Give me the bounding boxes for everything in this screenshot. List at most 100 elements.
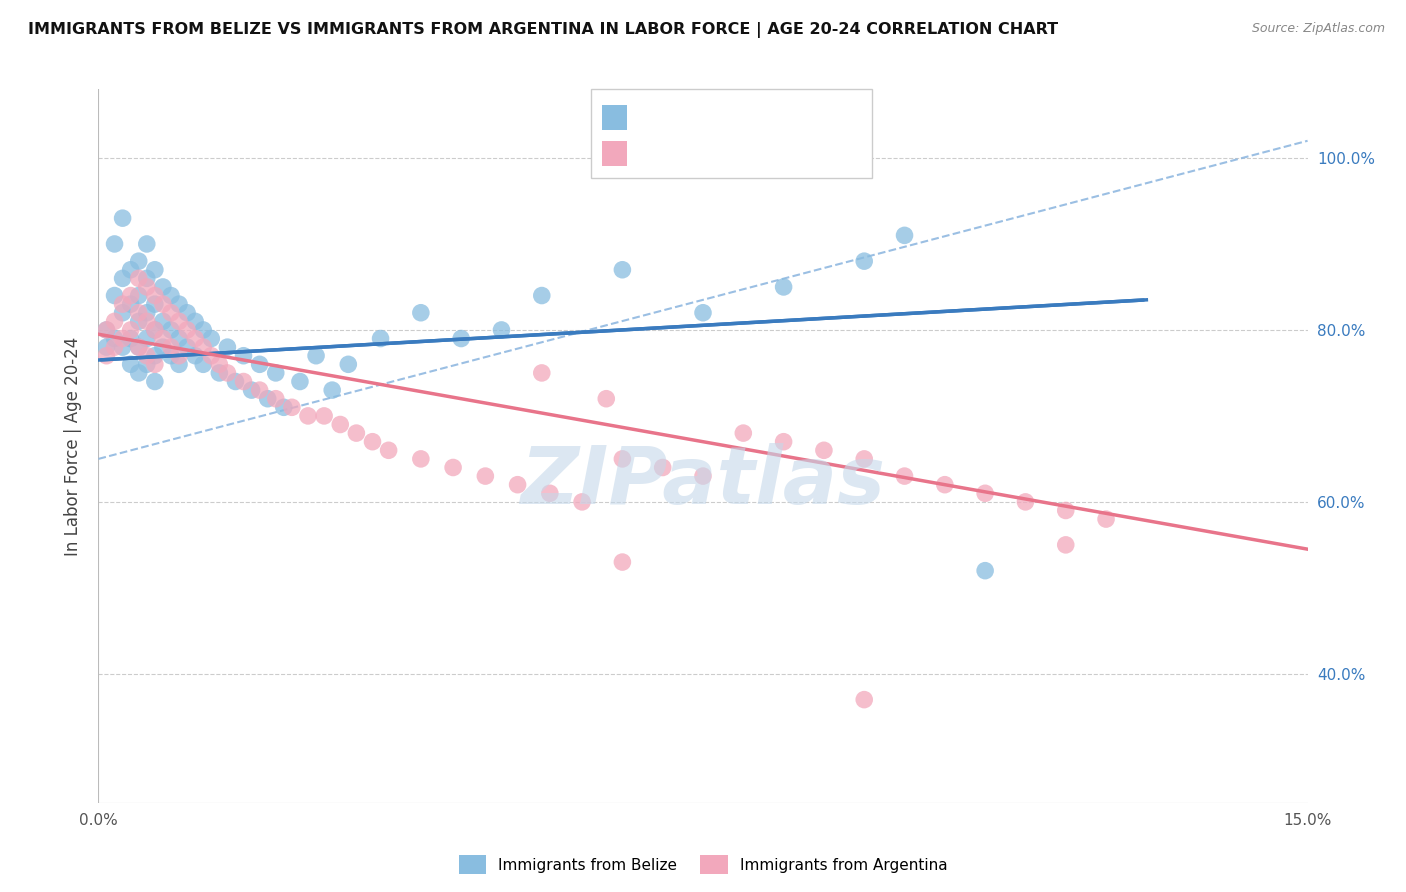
Point (297, 409, 319, 423)
Point (184, 349, 207, 363)
Point (152, 340, 174, 354)
Point (692, 306, 714, 320)
Point (853, 451, 876, 466)
Point (143, 375, 166, 389)
Point (200, 349, 222, 363)
Point (224, 375, 246, 389)
Point (135, 236, 157, 251)
Point (217, 340, 239, 354)
Point (96, 349, 118, 363)
Point (506, 477, 529, 491)
Text: R =: R = (636, 114, 672, 132)
Point (111, 340, 134, 354)
Point (103, 332, 125, 346)
Point (120, 323, 142, 337)
Point (176, 340, 198, 354)
Point (128, 340, 150, 354)
Point (143, 262, 166, 277)
Point (120, 332, 142, 346)
Point (135, 332, 157, 346)
Text: -0.284: -0.284 (675, 150, 734, 168)
Point (337, 357, 360, 371)
Point (120, 357, 142, 371)
Point (160, 349, 183, 363)
Point (249, 357, 271, 371)
Point (160, 288, 183, 302)
Point (595, 392, 617, 406)
Point (152, 332, 174, 346)
Point (111, 297, 134, 311)
Point (103, 236, 125, 251)
Point (1054, 503, 1077, 517)
Point (167, 349, 190, 363)
Point (377, 443, 399, 458)
Point (232, 349, 254, 363)
Point (934, 477, 956, 491)
Point (103, 340, 125, 354)
Point (143, 297, 166, 311)
Point (208, 357, 231, 371)
Point (128, 271, 150, 285)
Point (530, 366, 553, 380)
Point (152, 280, 174, 294)
Point (612, 262, 634, 277)
Point (974, 486, 997, 500)
Point (240, 383, 263, 397)
Point (135, 280, 157, 294)
Text: 0.209: 0.209 (675, 114, 734, 132)
Point (612, 555, 634, 569)
Point (167, 314, 190, 328)
Point (176, 306, 198, 320)
Point (249, 383, 271, 397)
Point (128, 314, 150, 328)
Point (974, 564, 997, 578)
Point (135, 271, 157, 285)
Point (264, 392, 287, 406)
Point (208, 366, 231, 380)
Point (111, 271, 134, 285)
Point (143, 288, 166, 302)
Point (321, 383, 343, 397)
Point (538, 486, 561, 500)
Point (128, 306, 150, 320)
Point (232, 375, 254, 389)
Point (193, 357, 215, 371)
Point (128, 340, 150, 354)
Point (143, 323, 166, 337)
Text: IMMIGRANTS FROM BELIZE VS IMMIGRANTS FROM ARGENTINA IN LABOR FORCE | AGE 20-24 C: IMMIGRANTS FROM BELIZE VS IMMIGRANTS FRO… (28, 22, 1059, 38)
Point (361, 434, 384, 449)
Point (152, 314, 174, 328)
Point (111, 211, 134, 226)
Point (264, 366, 287, 380)
Point (128, 366, 150, 380)
Point (1054, 538, 1077, 552)
Point (893, 469, 915, 483)
Point (120, 262, 142, 277)
Point (135, 357, 157, 371)
Point (772, 434, 794, 449)
Point (167, 332, 190, 346)
Point (344, 426, 367, 441)
Point (167, 297, 190, 311)
Legend: Immigrants from Belize, Immigrants from Argentina: Immigrants from Belize, Immigrants from … (453, 849, 953, 880)
Point (772, 280, 794, 294)
Y-axis label: In Labor Force | Age 20-24: In Labor Force | Age 20-24 (63, 336, 82, 556)
Point (813, 443, 835, 458)
Text: N =: N = (727, 150, 775, 168)
Point (103, 314, 125, 328)
Point (167, 357, 190, 371)
Point (370, 332, 392, 346)
Point (692, 469, 714, 483)
Point (733, 426, 755, 441)
Point (288, 375, 311, 389)
Point (135, 349, 157, 363)
Point (193, 340, 215, 354)
Point (152, 297, 174, 311)
Point (111, 332, 134, 346)
Point (96, 340, 118, 354)
Point (273, 401, 295, 415)
Point (571, 495, 593, 509)
Point (103, 288, 125, 302)
Point (176, 323, 198, 337)
Point (135, 306, 157, 320)
